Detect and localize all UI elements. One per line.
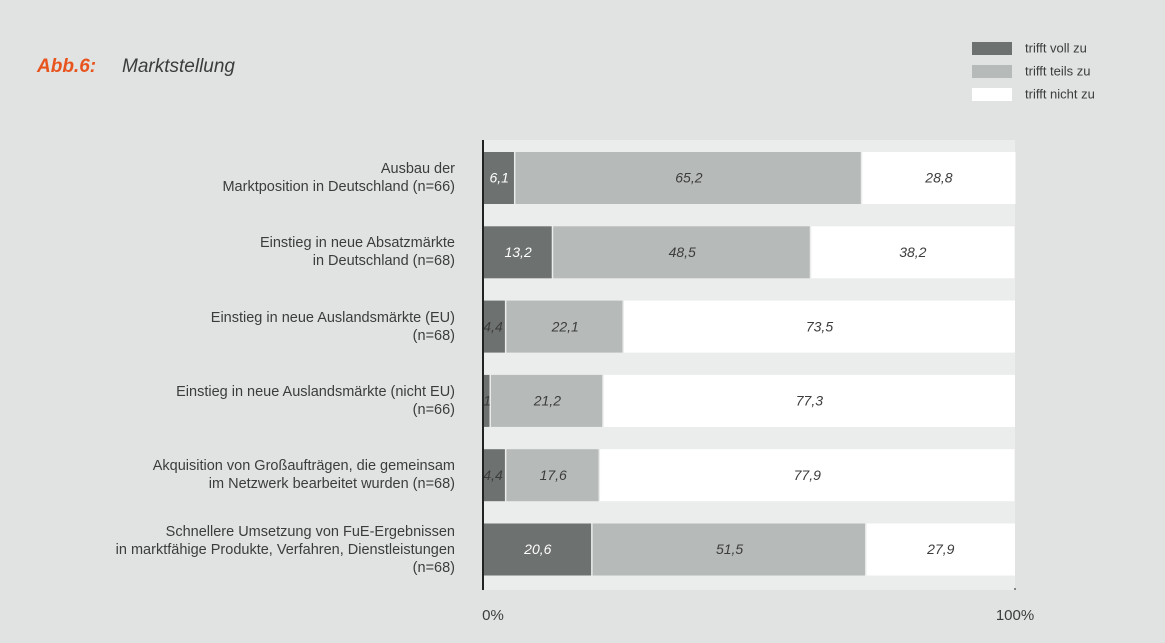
value-label: 4,4 [483, 318, 503, 334]
value-label: 6,1 [489, 170, 508, 186]
category-label: Einstieg in neue Absatzmärkte in Deutsch… [259, 235, 455, 270]
category-label: Schnellere Umsetzung von FuE-Ergebnissen… [115, 523, 455, 576]
category-label: Einstieg in neue Auslandsmärkte (nicht E… [176, 383, 455, 418]
legend-swatch [972, 42, 1012, 55]
figure-label: Abb.6: [36, 56, 96, 77]
value-label: 48,5 [669, 244, 696, 260]
bar-segment [866, 523, 1015, 576]
value-label: 38,2 [899, 244, 926, 260]
value-label: 51,5 [716, 541, 743, 557]
bar-segment [490, 374, 603, 427]
bar-segment [506, 449, 599, 502]
bar-segment [483, 523, 592, 576]
bar-segment [603, 374, 1015, 427]
bar-segment [862, 152, 1016, 204]
value-label: 77,9 [794, 467, 821, 483]
value-label: 77,3 [796, 393, 823, 409]
bar-segment [811, 226, 1015, 279]
bar-segment [515, 152, 861, 204]
x-tick-label: 100% [996, 607, 1034, 624]
bar-segment [600, 449, 1015, 502]
bar-segment [483, 300, 505, 353]
bar-segment [483, 374, 490, 427]
category-label: Akquisition von Großaufträgen, die gemei… [152, 458, 455, 493]
value-label: 73,5 [806, 318, 833, 334]
legend-label: trifft teils zu [1025, 63, 1091, 78]
bar-segment [483, 226, 552, 279]
value-label: 13,2 [504, 244, 531, 260]
chart-title: Marktstellung [122, 56, 235, 77]
value-label: 22,1 [551, 318, 579, 334]
category-label: Einstieg in neue Auslandsmärkte (EU) (n=… [210, 309, 455, 344]
legend-label: trifft voll zu [1025, 40, 1087, 55]
bar-segment [483, 449, 505, 502]
bar-segment [623, 300, 1015, 353]
legend-swatch [972, 65, 1012, 78]
bar-segment [592, 523, 866, 576]
bar-segment [483, 152, 514, 204]
bar-segment [506, 300, 623, 353]
bar-segment [553, 226, 810, 279]
plot-background [483, 140, 1015, 590]
value-label: 65,2 [675, 170, 702, 186]
value-label: 4,4 [483, 467, 503, 483]
value-label: 20,6 [523, 541, 551, 557]
value-label: 17,6 [540, 467, 567, 483]
value-label: 21,2 [533, 393, 561, 409]
x-tick-label: 0% [482, 607, 504, 624]
value-label: 28,8 [924, 170, 952, 186]
legend-label: trifft nicht zu [1025, 86, 1095, 101]
category-label: Ausbau der Marktposition in Deutschland … [222, 161, 455, 195]
value-label: 27,9 [926, 541, 954, 557]
legend-swatch [972, 88, 1012, 101]
